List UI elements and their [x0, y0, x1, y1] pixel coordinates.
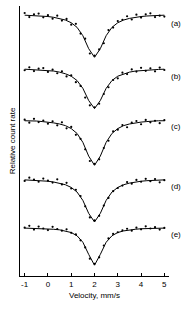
svg-text:0: 0: [46, 280, 51, 289]
svg-text:4: 4: [139, 280, 144, 289]
svg-text:(d): (d): [171, 182, 181, 191]
svg-text:Velocity, mm/s: Velocity, mm/s: [69, 291, 120, 300]
svg-text:3: 3: [116, 280, 121, 289]
svg-text:1: 1: [69, 280, 74, 289]
svg-text:(c): (c): [171, 122, 181, 131]
svg-text:(b): (b): [171, 72, 181, 81]
svg-text:2: 2: [92, 280, 97, 289]
svg-text:5: 5: [162, 280, 167, 289]
svg-text:Relative count rate: Relative count rate: [8, 107, 17, 174]
svg-text:-1: -1: [21, 280, 29, 289]
svg-text:(e): (e): [171, 230, 181, 239]
svg-text:(a): (a): [171, 19, 181, 28]
